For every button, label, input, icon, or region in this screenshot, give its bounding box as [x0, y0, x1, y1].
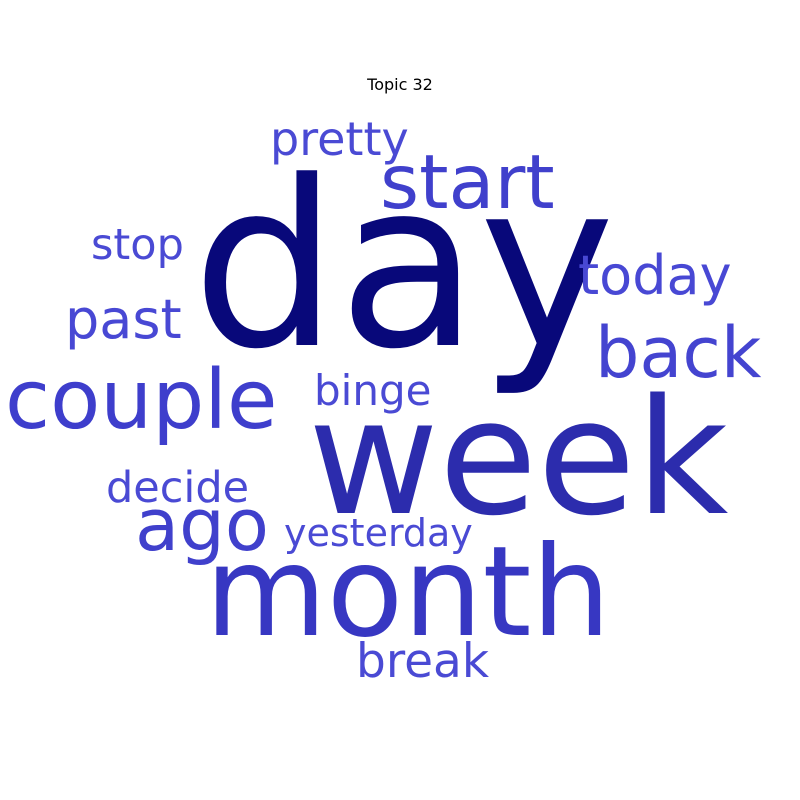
word-decide: decide	[106, 463, 249, 513]
word-start: start	[380, 138, 555, 226]
word-month: month	[205, 520, 611, 665]
word-back: back	[595, 312, 762, 394]
chart-title: Topic 32	[367, 75, 433, 94]
word-today: today	[578, 244, 732, 307]
word-break: break	[356, 634, 490, 689]
word-binge: binge	[314, 366, 431, 415]
word-couple: couple	[5, 353, 278, 448]
word-stop: stop	[91, 220, 184, 270]
word-day: day	[192, 133, 615, 400]
word-ago: ago	[135, 483, 269, 567]
word-pretty: pretty	[270, 112, 409, 166]
word-past: past	[65, 288, 182, 351]
word-week: week	[308, 364, 729, 551]
word-yesterday: yesterday	[284, 511, 473, 555]
